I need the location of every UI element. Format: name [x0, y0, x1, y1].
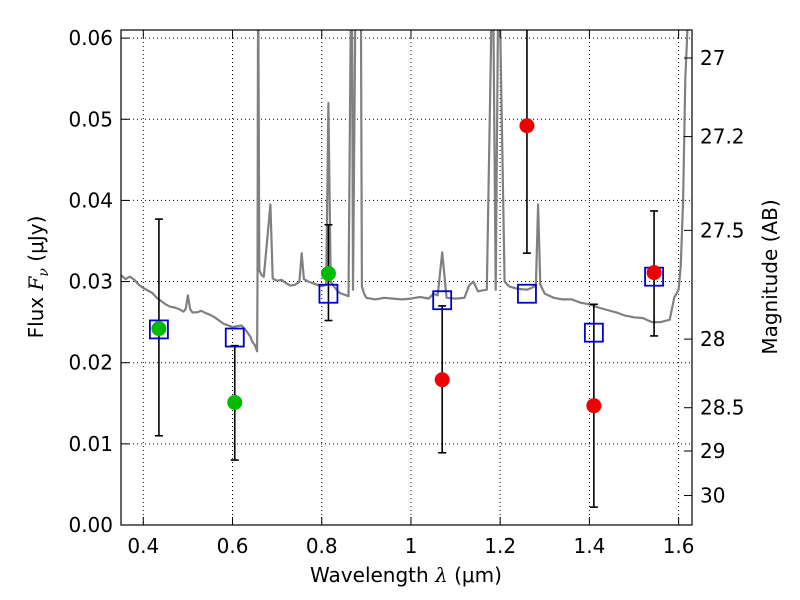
- y2-axis-title: Magnitude (AB): [758, 199, 782, 354]
- y-tick-label: 0.00: [68, 513, 113, 537]
- y2-tick-label: 28: [700, 327, 725, 351]
- upper-limit-point: [646, 265, 662, 281]
- y2-tick-label: 27.5: [700, 218, 745, 242]
- y2-tick-label: 30: [700, 484, 725, 508]
- marker-layer: [149, 118, 664, 414]
- tick-marks: [121, 30, 692, 526]
- model-photometry-square: [149, 319, 169, 340]
- y-axis-title: Flux Fν (μJy): [24, 216, 52, 339]
- model-photometry-square: [432, 290, 453, 311]
- plot-frame: [120, 29, 693, 526]
- grid-lines: [121, 30, 692, 526]
- y2-tick-label: 28.5: [700, 396, 745, 420]
- x-tick-label: 1.6: [663, 534, 695, 558]
- x-tick-label: 0.8: [306, 534, 338, 558]
- model-photometry-square: [318, 283, 339, 304]
- model-photometry-square: [224, 327, 245, 348]
- detection-point: [151, 321, 167, 337]
- y-tick-label: 0.01: [68, 432, 113, 456]
- y-tick-label: 0.04: [68, 188, 113, 212]
- model-photometry-square: [583, 322, 604, 343]
- detection-point: [227, 394, 243, 410]
- y2-tick-labels: 27 27.2 27.5 28 28.5 29 30: [700, 46, 745, 508]
- y2-tick-label: 27: [700, 46, 725, 70]
- x-axis-title: Wavelength λ (μm): [310, 563, 502, 587]
- x-tick-labels: 0.4 0.6 0.8 1 1.2 1.4 1.6: [127, 534, 694, 558]
- y-tick-labels: 0.00 0.01 0.02 0.03 0.04 0.05 0.06: [68, 26, 113, 537]
- model-spectrum-line: [121, 30, 689, 353]
- model-photometry-square: [517, 283, 537, 304]
- x-tick-label: 1.2: [484, 534, 516, 558]
- x-tick-label: 1: [405, 534, 418, 558]
- upper-limit-point: [434, 372, 450, 388]
- x-tick-label: 1.4: [573, 534, 605, 558]
- x-tick-label: 0.4: [127, 534, 159, 558]
- model-spectrum-layer: [121, 30, 689, 353]
- detection-point: [320, 265, 336, 281]
- x-tick-label: 0.6: [217, 534, 249, 558]
- y2-tick-label: 27.2: [700, 125, 745, 149]
- upper-limit-point: [519, 118, 535, 134]
- y-tick-label: 0.06: [68, 26, 113, 50]
- errorbar-layer: [154, 30, 659, 508]
- y-tick-label: 0.05: [68, 107, 113, 131]
- upper-limit-point: [586, 398, 602, 414]
- y-tick-label: 0.03: [68, 270, 113, 294]
- y2-tick-label: 29: [700, 439, 725, 463]
- y-tick-label: 0.02: [68, 351, 113, 375]
